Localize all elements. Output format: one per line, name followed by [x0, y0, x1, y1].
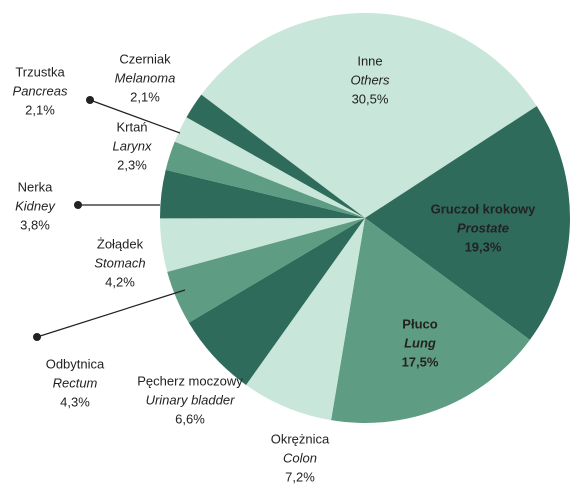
pie-slice: [165, 141, 365, 218]
slice-value: 19,3%: [465, 239, 502, 254]
leader-dot: [86, 96, 94, 104]
slice-value: 17,5%: [402, 354, 439, 369]
leader-dot: [33, 333, 41, 341]
slice-value: 2,3%: [117, 157, 147, 172]
slice-label: Nerka: [18, 179, 53, 194]
slice-value: 6,6%: [175, 411, 205, 426]
slice-label-en: Kidney: [15, 198, 56, 213]
leader-line: [89, 99, 181, 134]
slice-value: 7,2%: [285, 469, 315, 484]
slice-value: 4,3%: [60, 394, 90, 409]
slice-label: Okrężnica: [271, 431, 330, 446]
slice-label-en: Larynx: [112, 138, 152, 153]
pie-slice: [174, 117, 365, 218]
pie-slice: [331, 218, 530, 423]
slice-label-en: Prostate: [457, 220, 509, 235]
pie-slice: [186, 94, 365, 218]
slice-label: Gruczoł krokowy: [431, 201, 537, 216]
pie-slice: [246, 218, 365, 421]
slice-label-en: Colon: [283, 450, 317, 465]
slice-label: Czerniak: [119, 51, 171, 66]
slice-label-en: Lung: [404, 335, 436, 350]
slice-label: Odbytnica: [46, 356, 105, 371]
pie-slice: [201, 12, 537, 219]
pie-slice: [188, 218, 365, 385]
leader-dot: [74, 201, 82, 209]
slice-label-en: Melanoma: [115, 70, 176, 85]
slice-value: 30,5%: [352, 91, 389, 106]
slice-label: Żołądek: [97, 236, 144, 251]
pie-slice: [365, 106, 571, 340]
leader-line: [36, 289, 186, 338]
pie-slice: [160, 169, 365, 219]
slice-value: 4,2%: [105, 274, 135, 289]
slice-label: Krtań: [116, 119, 147, 134]
pie-slice: [167, 218, 365, 323]
slice-value: 2,1%: [130, 89, 160, 104]
slice-label-en: Rectum: [53, 375, 98, 390]
slice-label: Trzustka: [15, 64, 65, 79]
slice-value: 3,8%: [20, 217, 50, 232]
slice-label: Inne: [357, 53, 382, 68]
slice-label-en: Urinary bladder: [146, 392, 236, 407]
slice-label-en: Others: [350, 72, 390, 87]
pie-slice: [160, 218, 365, 272]
slice-label: Pęcherz moczowy: [137, 373, 243, 388]
slice-label: Płuco: [402, 316, 437, 331]
slice-label-en: Stomach: [94, 255, 145, 270]
slice-value: 2,1%: [25, 102, 55, 117]
slice-label-en: Pancreas: [13, 83, 68, 98]
